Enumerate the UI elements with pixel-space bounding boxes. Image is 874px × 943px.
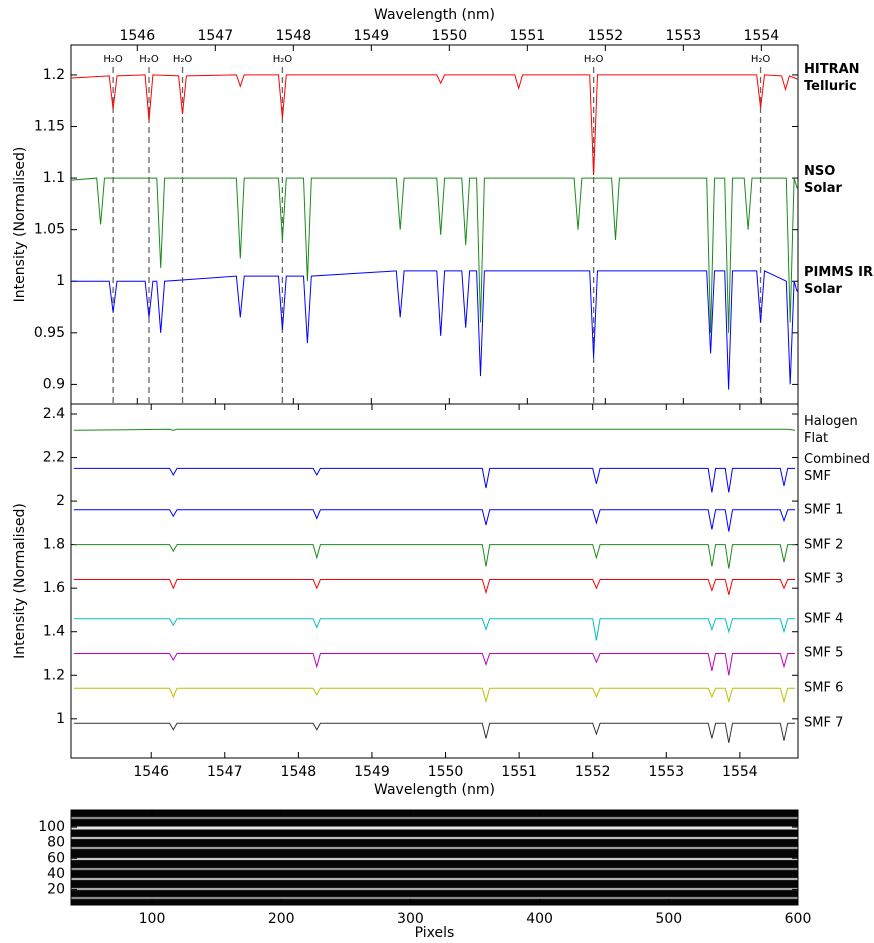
y-tick-label: 20	[47, 881, 65, 897]
spectrum-line	[73, 579, 796, 595]
y-tick-label: 0.9	[43, 376, 65, 392]
x-tick-label: 1552	[588, 28, 624, 44]
x-tick-label: 300	[397, 911, 424, 927]
x-tick-label: 600	[785, 911, 812, 927]
annotation: H₂O	[103, 54, 123, 65]
spectrum-line	[73, 687, 796, 704]
spectrum-line	[73, 509, 796, 532]
y-tick-label: 1.8	[43, 537, 65, 553]
spectrum-line	[73, 428, 796, 431]
plot-frame	[70, 403, 799, 759]
y-tick-label: 1.15	[34, 118, 65, 134]
x-tick-label: 1549	[354, 764, 390, 780]
x-tick-label: 1553	[648, 764, 684, 780]
spectrum-line	[71, 177, 798, 333]
y-tick-label: 1.2	[43, 667, 65, 683]
y-tick-label: 80	[47, 835, 65, 851]
y-tick-label: 1	[56, 273, 65, 289]
spectrum-line	[71, 270, 798, 390]
x-tick-label: 1548	[281, 764, 317, 780]
y-tick-label: 100	[38, 819, 65, 835]
annotation: H₂O	[273, 54, 293, 65]
x-tick-label: 400	[526, 911, 553, 927]
series-label: SMF 3	[804, 571, 844, 587]
x-tick-label: 1546	[133, 764, 169, 780]
x-tick-label: 100	[139, 911, 166, 927]
spectrum-line	[71, 74, 798, 176]
spectrum-line	[73, 653, 796, 676]
fiber-image	[71, 810, 798, 905]
spectrum-line	[73, 618, 796, 641]
x-tick-label: 500	[655, 911, 682, 927]
series-label: NSO Solar	[804, 164, 842, 197]
y-tick-label: 2.2	[43, 450, 65, 466]
spectrum-line	[73, 467, 796, 493]
y-tick-label: 1	[56, 711, 65, 727]
y-tick-label: 40	[47, 866, 65, 882]
y-tick-label: 1.1	[43, 170, 65, 186]
x-tick-label: 1551	[501, 764, 537, 780]
y-axis-title: Intensity (Normalised)	[12, 147, 28, 303]
x-tick-label: 1550	[432, 28, 468, 44]
annotation: H₂O	[139, 54, 159, 65]
x-tick-label: 1550	[428, 764, 464, 780]
x-tick-label: 1553	[666, 28, 702, 44]
x-axis-title: Pixels	[415, 925, 455, 941]
annotation: H₂O	[173, 54, 193, 65]
series-label: SMF 4	[804, 611, 844, 627]
y-tick-label: 60	[47, 850, 65, 866]
plot-frame	[70, 44, 799, 405]
series-label: SMF 6	[804, 680, 844, 696]
y-tick-label: 1.05	[34, 222, 65, 238]
x-tick-label: 1547	[207, 764, 243, 780]
series-label: SMF 7	[804, 715, 844, 731]
spectrum-line	[73, 722, 796, 743]
plot-frame	[70, 809, 799, 906]
series-label: SMF 5	[804, 645, 844, 661]
image-rows	[71, 816, 798, 900]
y-tick-label: 0.95	[34, 325, 65, 341]
series-label: Halogen Flat	[804, 414, 858, 447]
x-tick-label: 1548	[275, 28, 311, 44]
series-label: SMF 1	[804, 502, 844, 518]
y-tick-label: 2.4	[43, 406, 65, 422]
annotation: H₂O	[751, 54, 771, 65]
y-tick-label: 2	[56, 493, 65, 509]
image-background	[71, 810, 798, 905]
x-tick-label: 1549	[353, 28, 389, 44]
x-tick-label: 1554	[744, 28, 780, 44]
x-tick-label: 1547	[197, 28, 233, 44]
y-tick-label: 1.2	[43, 67, 65, 83]
series-label: HITRAN Telluric	[804, 62, 860, 94]
spectrum-line	[73, 544, 796, 569]
series-label: SMF 2	[804, 537, 844, 553]
x-tick-label: 1546	[119, 28, 155, 44]
annotation: H₂O	[584, 54, 604, 65]
x-tick-label: 1552	[575, 764, 611, 780]
x-tick-label: 1554	[722, 764, 758, 780]
y-tick-label: 1.6	[43, 580, 65, 596]
series-label: Combined SMF	[804, 452, 871, 485]
x-tick-label: 200	[268, 911, 295, 927]
x-axis-title: Wavelength (nm)	[374, 782, 495, 798]
x-tick-label: 1551	[510, 28, 546, 44]
series-label: PIMMS IR Solar	[804, 265, 873, 298]
y-axis-title: Intensity (Normalised)	[12, 503, 28, 659]
y-tick-label: 1.4	[43, 624, 65, 640]
x-axis-title: Wavelength (nm)	[374, 7, 495, 23]
